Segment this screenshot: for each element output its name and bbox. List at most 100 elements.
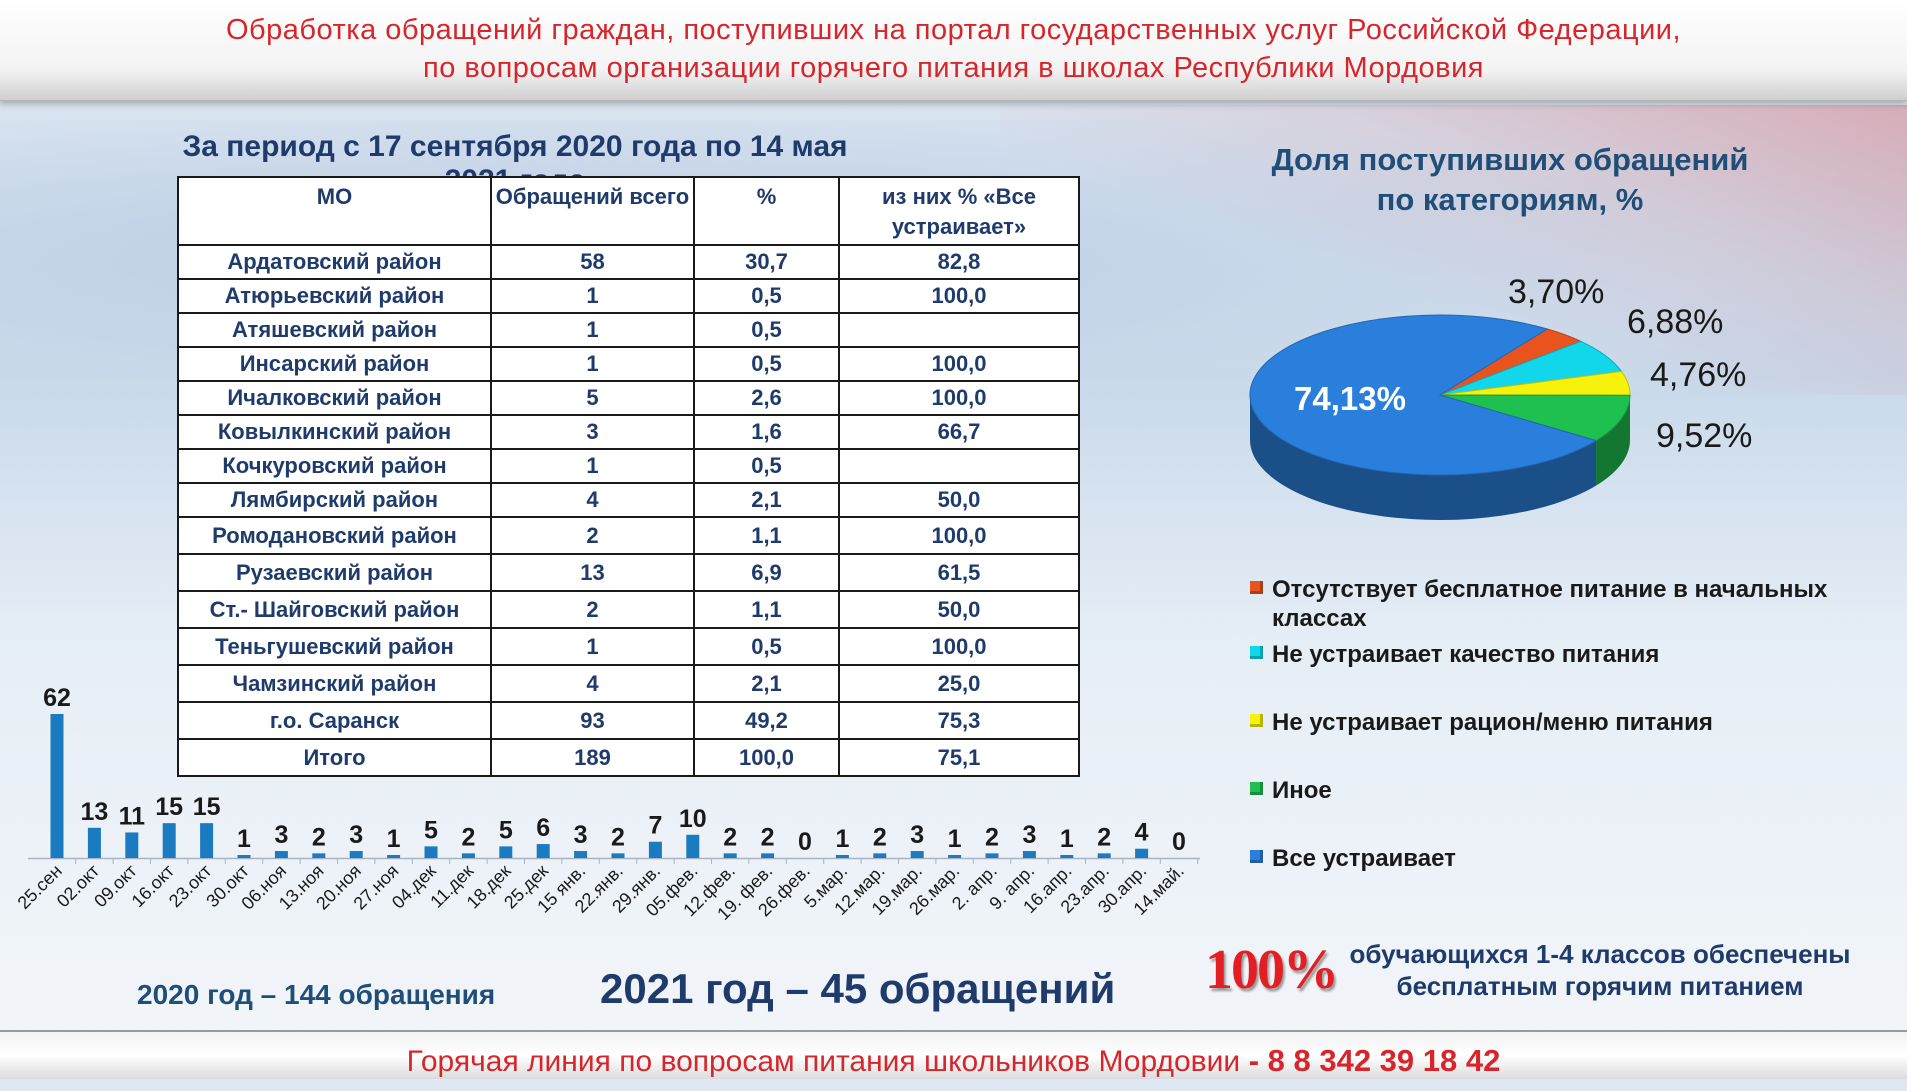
table-cell-pct: 0,5 [694,279,839,313]
bar-value-label: 1 [237,825,251,853]
table-cell-mo: Инсарский район [178,347,491,381]
bar-value-label: 1 [1060,825,1074,853]
bar-value-label: 1 [948,825,962,853]
table-cell-total: 2 [491,591,694,628]
table-cell-total: 5 [491,381,694,415]
pie-title-line-1: Доля поступивших обращений [1210,140,1810,180]
table-cell-total: 13 [491,554,694,591]
table-cell-ok: 50,0 [839,483,1079,517]
table-cell-pct: 2,1 [694,483,839,517]
bar-value-label: 4 [1135,819,1149,847]
bar-value-label: 7 [648,812,662,840]
bar [537,844,550,858]
bar-value-label: 5 [499,816,513,844]
bar-value-label: 62 [43,684,71,712]
table-cell-pct: 1,1 [694,517,839,554]
table-cell-pct: 0,5 [694,313,839,347]
table-cell-mo: Ковылкинский район [178,415,491,449]
bar-value-label: 0 [1172,828,1186,856]
bar-value-label: 3 [574,821,588,849]
bar-value-label: 10 [679,805,707,833]
table-cell-pct: 1,1 [694,591,839,628]
bar [125,832,138,858]
pie-chart [1225,270,1645,550]
bar [1023,851,1036,858]
bar [686,835,699,858]
bar-value-label: 2 [723,823,737,851]
bar-value-label: 0 [798,828,812,856]
legend-label: Не устраивает качество питания [1272,640,1872,669]
table-header-row: МО Обращений всего % из них % «Все устра… [178,177,1079,245]
legend-label: Отсутствует бесплатное питание в начальн… [1272,575,1872,633]
bar [350,851,363,858]
table-cell-mo: Кочкуровский район [178,449,491,483]
bar [1060,855,1073,858]
bar-value-label: 6 [536,814,550,842]
legend-label: Иное [1272,776,1872,805]
table-cell-pct: 0,5 [694,449,839,483]
bar-value-label: 2 [873,823,887,851]
bar [724,853,737,858]
table-cell-ok [839,449,1079,483]
legend-swatch [1250,581,1263,594]
pie-label-other: 9,52% [1656,417,1752,456]
pie-label-all-good: 74,13% [1294,380,1406,418]
bar-value-label: 15 [155,793,183,821]
bar [200,823,213,858]
table-cell-total: 2 [491,517,694,554]
bar [238,855,251,858]
year-2020-summary: 2020 год – 144 обращения [137,979,495,1011]
bar [873,853,886,858]
bar-value-label: 15 [193,793,221,821]
hotline-text: Горячая линия по вопросам питания школьн… [407,1045,1240,1078]
bar-value-label: 3 [910,821,924,849]
bar [275,851,288,858]
bar [88,828,101,858]
bar-value-label: 2 [761,823,775,851]
legend-swatch [1250,782,1263,795]
table-cell-mo: Лямбирский район [178,483,491,517]
table-cell-ok: 50,0 [839,591,1079,628]
table-cell-ok: 100,0 [839,517,1079,554]
bar [911,851,924,858]
table-cell-ok: 66,7 [839,415,1079,449]
bar [499,846,512,858]
column-header-percent: % [694,177,839,245]
table-cell-mo: Атяшевский район [178,313,491,347]
table-cell-mo: Рузаевский район [178,554,491,591]
table-cell-mo: Ичалковский район [178,381,491,415]
legend-swatch [1250,850,1263,863]
hotline-footer: Горячая линия по вопросам питания школьн… [0,1030,1907,1079]
table-cell-total: 1 [491,449,694,483]
legend-label: Не устраивает рацион/меню питания [1272,708,1872,737]
hundred-percent-badge: 100% [1205,938,1337,1002]
table-cell-ok: 100,0 [839,347,1079,381]
legend-swatch [1250,646,1263,659]
table-cell-ok [839,313,1079,347]
bar-value-label: 2 [611,823,625,851]
caption-line-1: обучающихся 1-4 классов обеспечены [1330,938,1870,970]
weekly-appeals-bar-chart: 6225.сен1302.окт1109.окт1516.окт1523.окт… [0,655,1210,955]
bar [163,823,176,858]
table-cell-total: 1 [491,313,694,347]
table-cell-pct: 30,7 [694,245,839,279]
pie-title-line-2: по категориям, % [1210,180,1810,220]
pie-label-no-free-meals: 3,70% [1508,273,1604,312]
x-tick-label: 25.сен [14,861,66,913]
bar [425,846,438,858]
bar [462,853,475,858]
bar [1098,853,1111,858]
bar [312,853,325,858]
table-cell-ok: 100,0 [839,381,1079,415]
bar-value-label: 11 [119,802,146,830]
year-2021-summary: 2021 год – 45 обращений [600,965,1115,1013]
column-header-mo: МО [178,177,491,245]
table-cell-ok: 100,0 [839,279,1079,313]
